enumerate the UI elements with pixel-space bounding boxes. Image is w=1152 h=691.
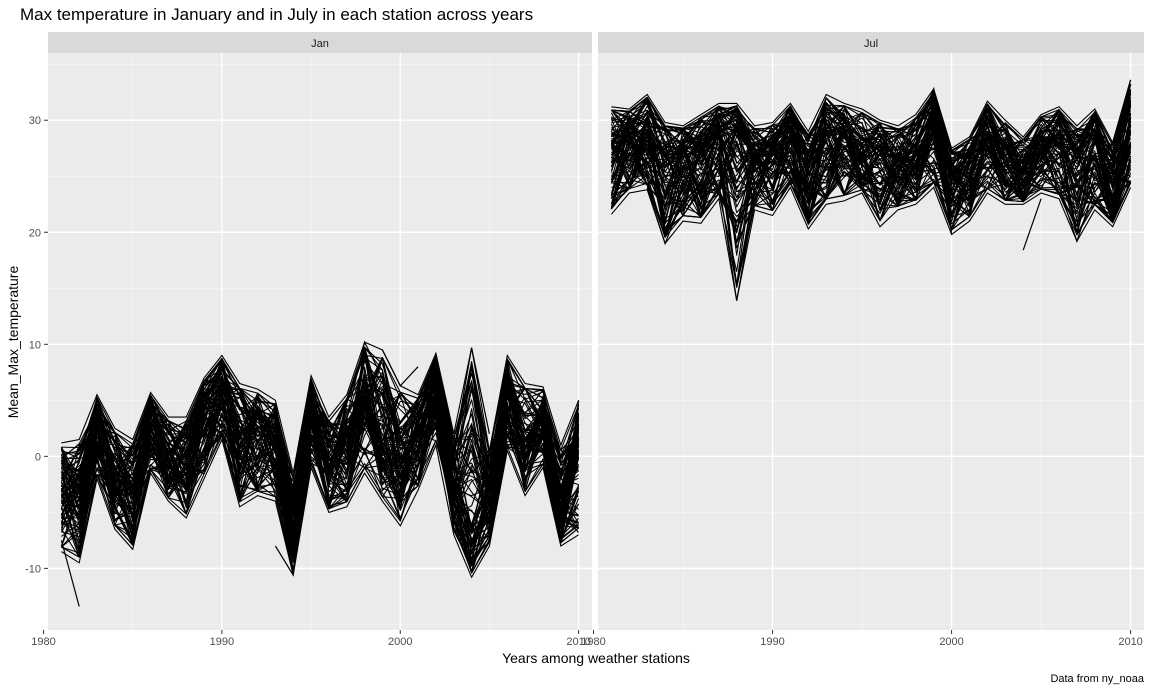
station-series-line [610, 136, 1132, 238]
station-series-line [915, 86, 953, 235]
station-series-line [61, 437, 579, 579]
chart-title: Max temperature in January and in July i… [20, 5, 533, 24]
station-series-line [61, 421, 579, 572]
station-series-line [60, 354, 580, 546]
station-series-line [60, 540, 80, 607]
station-series-line [610, 106, 1132, 208]
station-series-line [611, 79, 1132, 150]
x-axis-jan: 1980 1990 2000 2010 [31, 630, 591, 648]
station-series-line [60, 378, 580, 493]
panel-jul: Jul 1980 1990 2000 2010 [581, 32, 1144, 648]
station-series-line [610, 115, 1132, 234]
x-axis-title: Years among weather stations [502, 650, 690, 666]
strip-jan-label: Jan [311, 38, 329, 50]
x-tick-label: 2010 [566, 636, 590, 648]
station-series-line [60, 366, 580, 551]
station-series-line [611, 134, 1132, 288]
station-series-line [1058, 187, 1096, 244]
y-tick-label: 0 [35, 451, 41, 463]
strip-jul-label: Jul [864, 38, 878, 50]
x-axis-jul: 1980 1990 2000 2010 [581, 630, 1143, 648]
panel-jan: Jan 1980 1990 2000 2010 [31, 32, 592, 648]
station-series-line [611, 83, 1132, 161]
x-tick-label: 1980 [31, 636, 55, 648]
x-tick-label: 1990 [210, 636, 234, 648]
station-series-line [610, 142, 1131, 231]
station-series-line [610, 89, 1132, 173]
station-series-line [560, 512, 580, 533]
y-tick-label: 30 [29, 115, 41, 127]
station-series-line [646, 187, 684, 246]
station-series-line [60, 391, 579, 572]
gridlines-jul [592, 53, 1144, 630]
y-axis: -10 0 10 20 30 [25, 115, 48, 575]
plot-area-jan [48, 53, 592, 630]
station-series-line [611, 117, 1132, 288]
y-axis-title: Mean_Max_temperature [5, 266, 21, 419]
x-tick-label: 2010 [1118, 636, 1142, 648]
x-tick-label: 2000 [939, 636, 963, 648]
station-series-line [611, 134, 1132, 288]
station-series-line [1022, 198, 1042, 251]
y-tick-label: 20 [29, 227, 41, 239]
station-series-line [453, 347, 490, 451]
station-series-line [610, 107, 1132, 203]
series-jul [610, 79, 1132, 301]
station-series-line [61, 392, 580, 574]
x-tick-label: 1990 [760, 636, 784, 648]
station-series-line [1112, 79, 1132, 143]
station-series-line [611, 102, 1132, 199]
strip-jan-background [48, 32, 592, 53]
station-series-line [718, 181, 756, 301]
station-series-line [610, 120, 1132, 223]
station-series-line [346, 340, 455, 440]
station-series-line [610, 186, 1132, 301]
series-jan [60, 340, 580, 607]
station-series-line [611, 89, 1132, 169]
x-tick-label: 1980 [581, 636, 605, 648]
station-series-line [61, 341, 580, 474]
station-series-line [542, 400, 580, 541]
y-tick-label: 10 [29, 339, 41, 351]
station-series-line [611, 94, 1131, 175]
station-series-line [610, 97, 1132, 182]
station-series-line [611, 120, 1132, 205]
station-series-line [611, 122, 1131, 210]
station-series-line [611, 113, 1132, 256]
strip-jul-background [598, 32, 1144, 53]
station-series-line [274, 422, 312, 577]
y-tick-label: -10 [25, 563, 41, 575]
x-tick-label: 2000 [388, 636, 412, 648]
station-series-line [381, 349, 419, 387]
caption: Data from ny_noaa [1050, 673, 1144, 685]
